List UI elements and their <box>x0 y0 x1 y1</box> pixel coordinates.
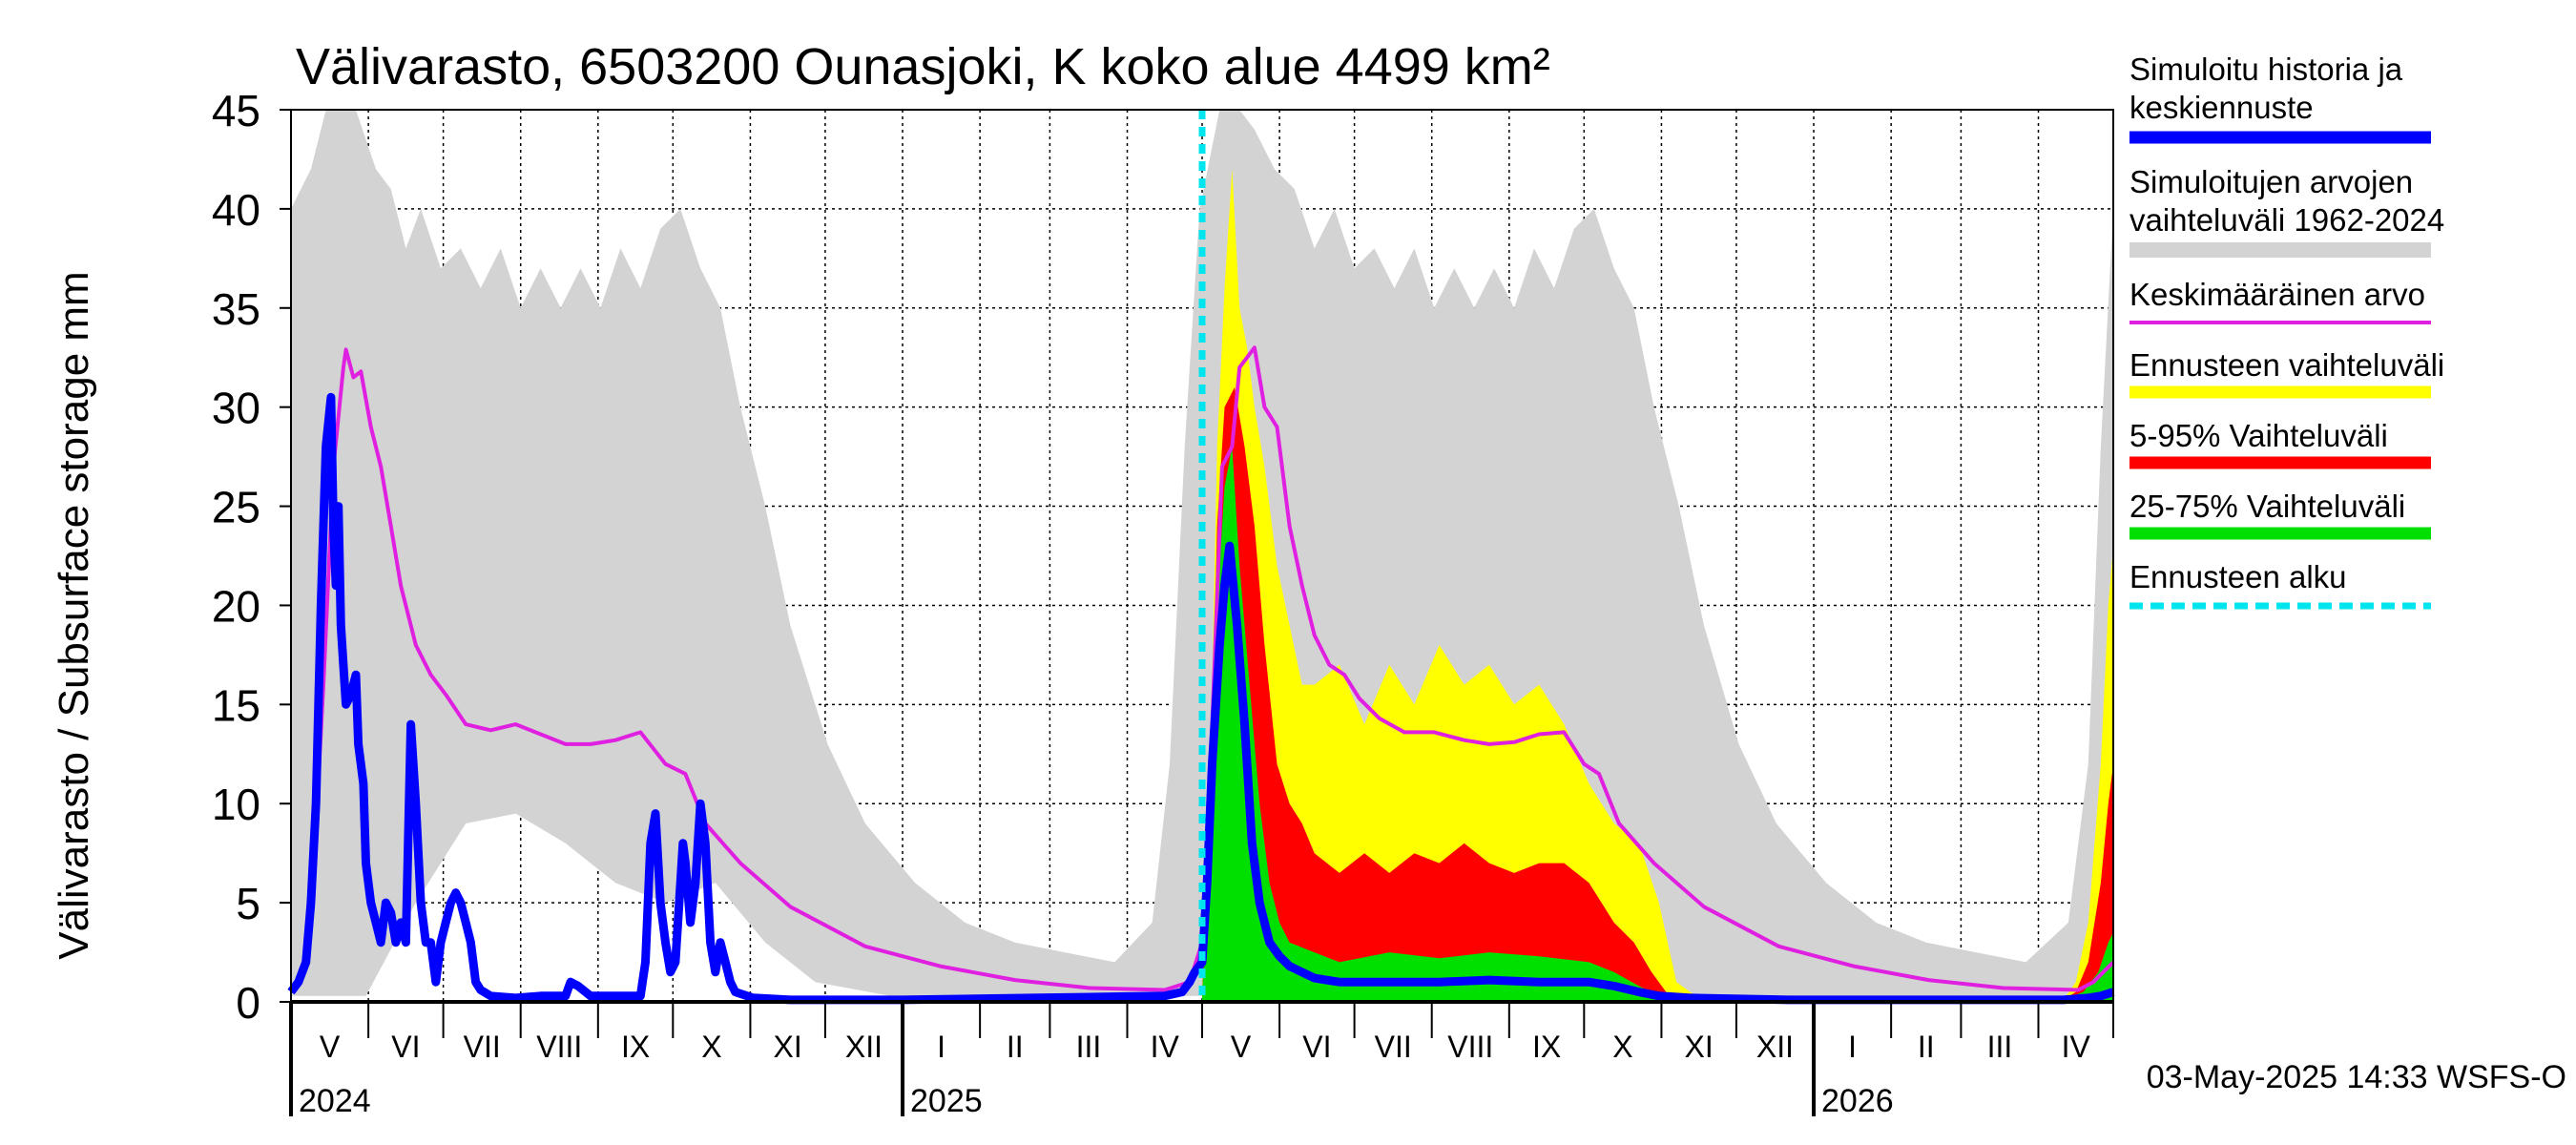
year-label: 2024 <box>299 1083 371 1119</box>
month-label: I <box>937 1030 945 1064</box>
historical-range-band <box>291 110 2113 996</box>
legend-label: Simuloitujen arvojen vaihteluväli 1962-20… <box>2129 164 2444 238</box>
month-label: XII <box>845 1030 883 1064</box>
month-label: III <box>1987 1030 2013 1064</box>
y-tick-label: 5 <box>236 879 260 928</box>
month-label: II <box>1007 1030 1024 1064</box>
legend-label-line: Simuloitu historia ja <box>2129 52 2403 87</box>
legend-label-line: Simuloitujen arvojen <box>2129 164 2413 199</box>
legend-label-line: keskiennuste <box>2129 90 2314 125</box>
p5-95-band <box>1202 386 2113 1002</box>
month-label: XI <box>1685 1030 1714 1064</box>
month-label: VIII <box>1447 1030 1493 1064</box>
legend-label-line: vaihteluväli 1962-2024 <box>2129 202 2444 238</box>
month-label: VI <box>391 1030 420 1064</box>
legend: Simuloitu historia ja keskiennusteSimuloi… <box>2129 52 2444 610</box>
legend-label: Ennusteen vaihteluväli <box>2129 347 2444 383</box>
month-label: V <box>320 1030 341 1064</box>
legend-label: Ennusteen alku <box>2129 559 2347 594</box>
month-label: III <box>1076 1030 1102 1064</box>
month-label: V <box>1231 1030 1252 1064</box>
legend-label: 25-75% Vaihteluväli <box>2129 489 2405 524</box>
month-label: IX <box>1532 1030 1561 1064</box>
legend-label: 5-95% Vaihteluväli <box>2129 418 2388 453</box>
history-forecast-line <box>287 392 2115 1005</box>
month-label: X <box>1612 1030 1632 1064</box>
month-label: VII <box>1375 1030 1412 1064</box>
month-label: VIII <box>536 1030 582 1064</box>
month-label: II <box>1918 1030 1935 1064</box>
month-label: XII <box>1756 1030 1794 1064</box>
y-axis-label: Välivarasto / Subsurface storage mm <box>51 271 97 959</box>
year-label: 2026 <box>1821 1083 1894 1119</box>
y-tick-label: 40 <box>212 185 260 235</box>
forecast-range-band <box>1202 169 2113 1003</box>
legend-label: Keskimääräinen arvo <box>2129 277 2425 312</box>
bands <box>291 110 2113 1003</box>
chart-title: Välivarasto, 6503200 Ounasjoki, K koko a… <box>296 38 1550 95</box>
year-label: 2025 <box>910 1083 983 1119</box>
y-tick-label: 45 <box>212 86 260 135</box>
y-tick-label: 20 <box>212 581 260 631</box>
month-label: IV <box>1151 1030 1180 1064</box>
p25-75-band <box>1202 447 2113 1002</box>
y-tick-label: 30 <box>212 384 260 433</box>
month-label: VI <box>1302 1030 1331 1064</box>
month-label: VII <box>464 1030 501 1064</box>
y-tick-label: 15 <box>212 680 260 730</box>
month-label: IV <box>2062 1030 2091 1064</box>
month-label: I <box>1848 1030 1857 1064</box>
y-tick-label: 0 <box>236 978 260 1028</box>
y-tick-label: 25 <box>212 483 260 532</box>
series-lines <box>287 345 2115 1005</box>
footer-timestamp: 03-May-2025 14:33 WSFS-O <box>2147 1059 2566 1095</box>
legend-label: Simuloitu historia ja keskiennuste <box>2129 52 2403 125</box>
month-label: X <box>701 1030 721 1064</box>
y-tick-label: 10 <box>212 780 260 829</box>
month-label: IX <box>621 1030 650 1064</box>
y-tick-label: 35 <box>212 284 260 334</box>
month-label: XI <box>774 1030 802 1064</box>
